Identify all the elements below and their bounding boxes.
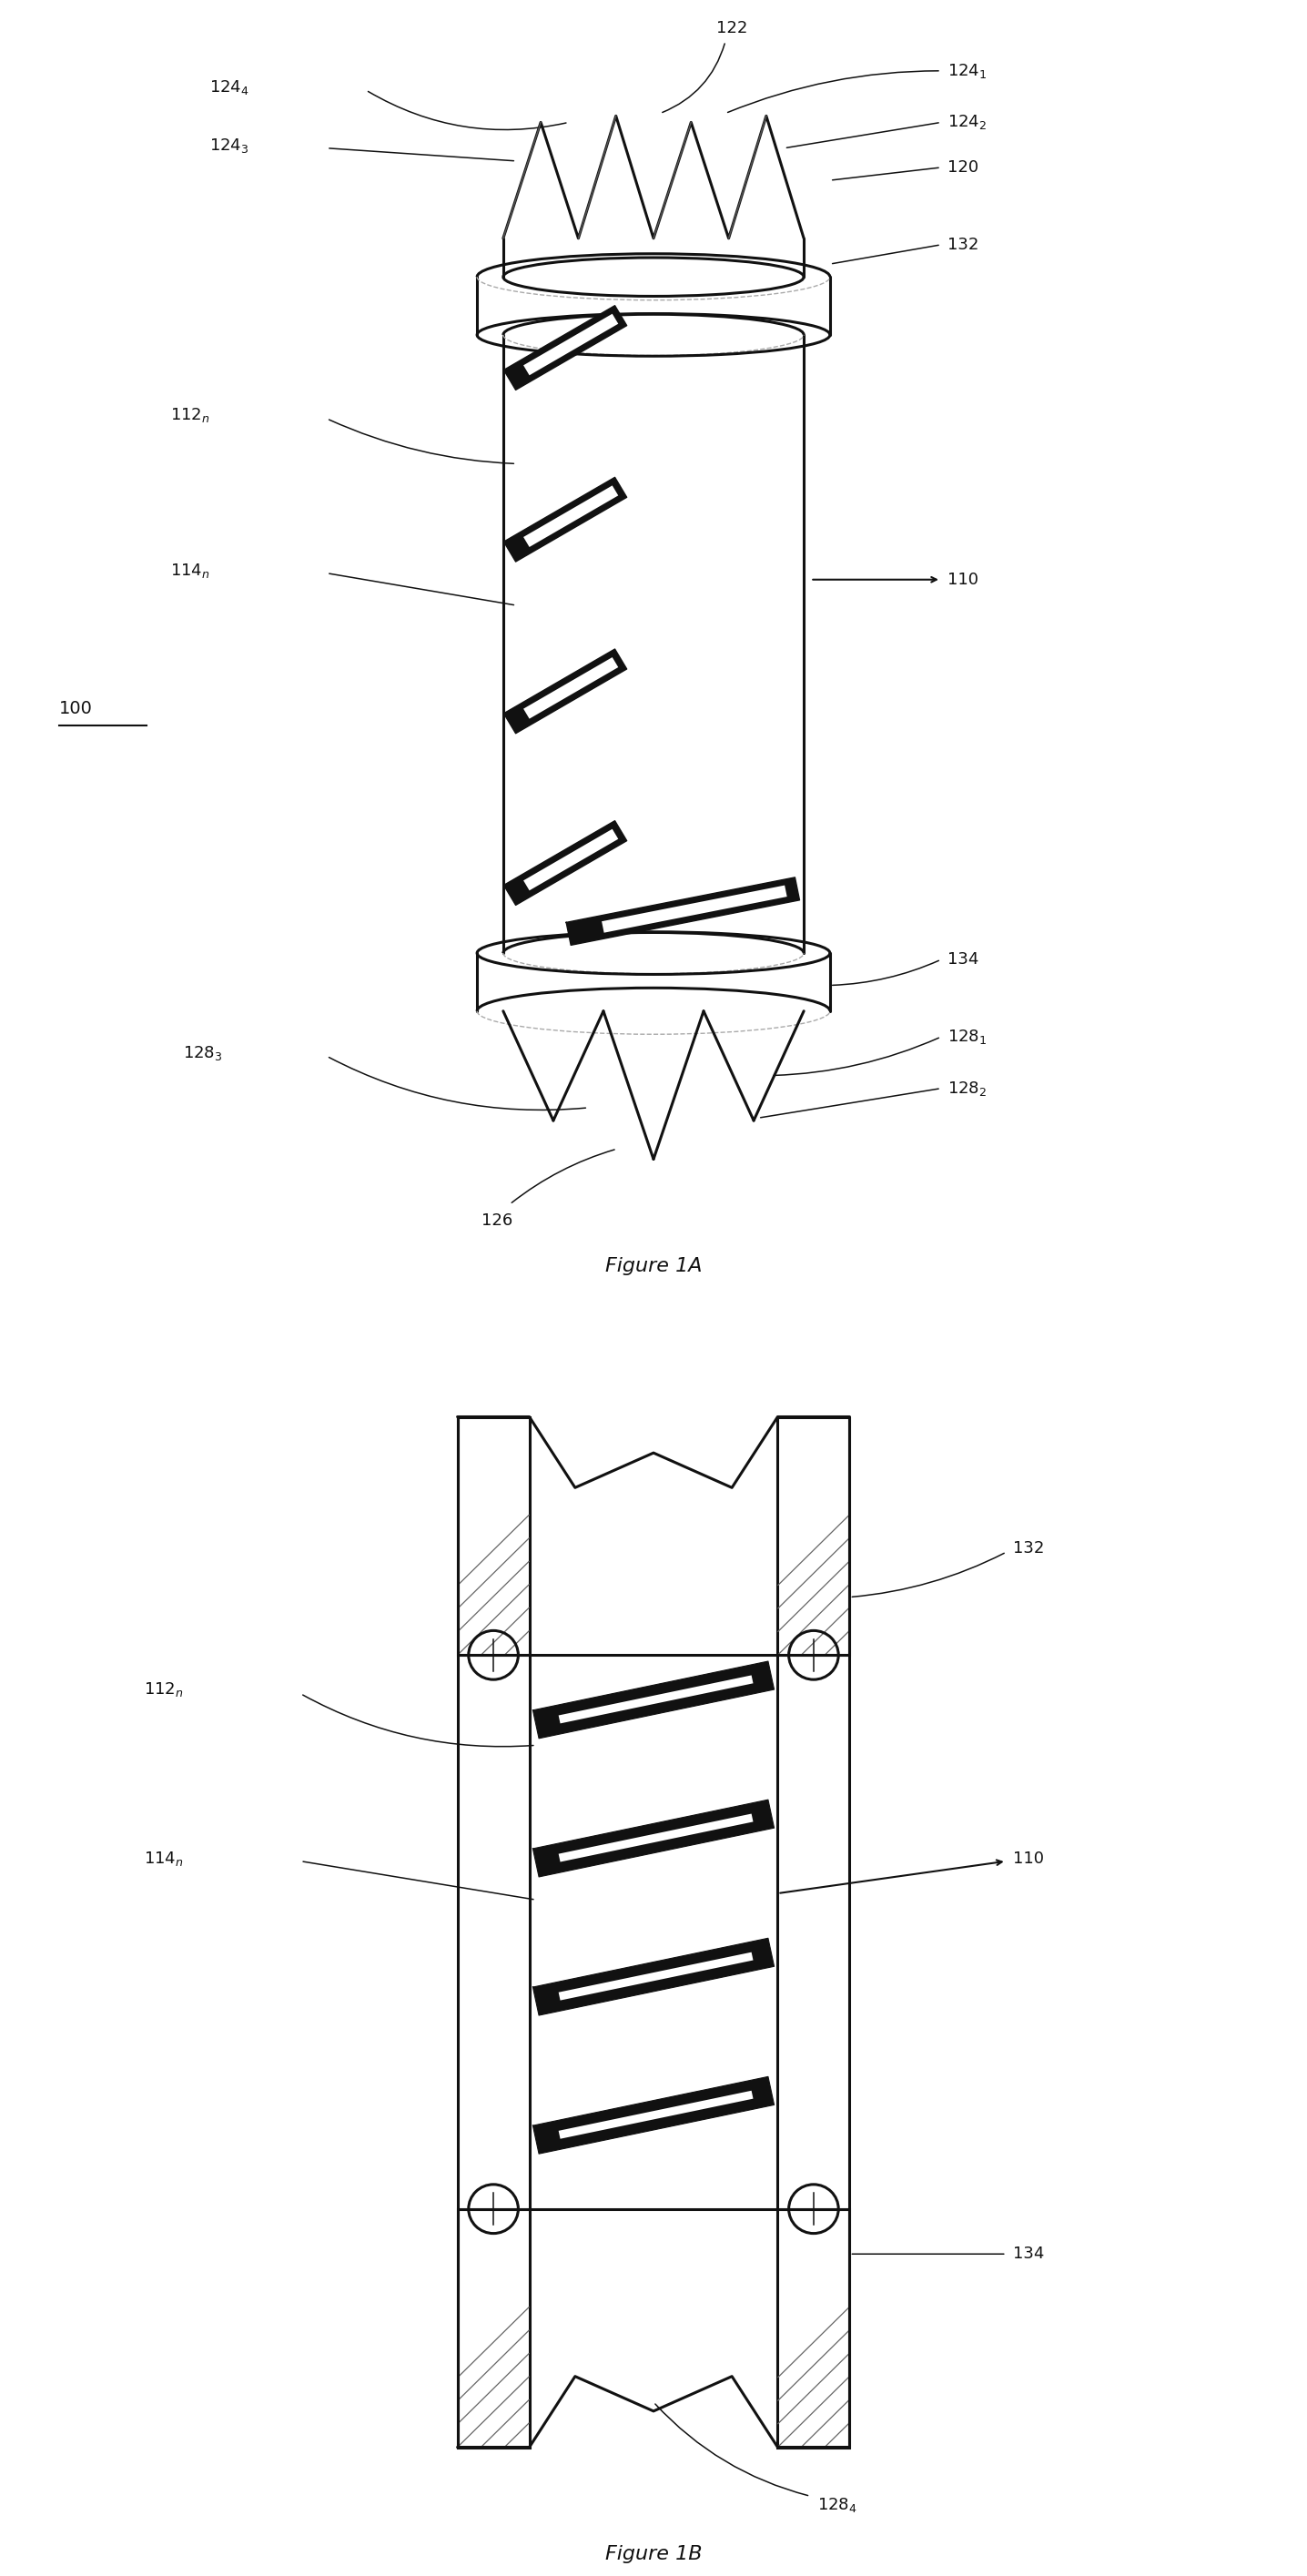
Bar — [778, 1417, 850, 1656]
Text: 122: 122 — [716, 21, 748, 36]
Polygon shape — [601, 886, 787, 933]
Text: 110: 110 — [1013, 1850, 1044, 1868]
Text: 132: 132 — [948, 237, 979, 252]
Text: 124$_3$: 124$_3$ — [209, 137, 248, 155]
Bar — [778, 2208, 850, 2447]
Text: 128$_2$: 128$_2$ — [948, 1079, 987, 1097]
Text: 112$_n$: 112$_n$ — [170, 404, 209, 425]
Text: Figure 1B: Figure 1B — [605, 2545, 702, 2563]
Text: 128$_1$: 128$_1$ — [948, 1028, 987, 1046]
Polygon shape — [533, 1801, 774, 1878]
Polygon shape — [566, 878, 800, 945]
Text: 124$_4$: 124$_4$ — [209, 77, 248, 98]
Text: 128$_4$: 128$_4$ — [817, 2496, 856, 2514]
Polygon shape — [523, 829, 618, 891]
Text: Figure 1A: Figure 1A — [605, 1257, 702, 1275]
Polygon shape — [523, 314, 618, 376]
Polygon shape — [503, 477, 627, 562]
Text: 112$_n$: 112$_n$ — [144, 1680, 183, 1700]
Polygon shape — [533, 1662, 774, 1739]
Text: 120: 120 — [948, 160, 979, 175]
Text: 134: 134 — [948, 951, 979, 969]
Text: 128$_3$: 128$_3$ — [183, 1043, 222, 1064]
Bar — [457, 2208, 529, 2447]
Text: 100: 100 — [59, 701, 93, 716]
Polygon shape — [533, 2076, 774, 2154]
Polygon shape — [533, 1937, 774, 2014]
Bar — [457, 1417, 529, 1656]
Polygon shape — [523, 657, 618, 719]
Text: 126: 126 — [481, 1213, 512, 1229]
Polygon shape — [558, 1953, 753, 2002]
Polygon shape — [503, 649, 627, 734]
Text: 114$_n$: 114$_n$ — [170, 562, 209, 580]
Text: 132: 132 — [1013, 1540, 1044, 1556]
Polygon shape — [558, 2092, 753, 2138]
Polygon shape — [558, 1814, 753, 1862]
Polygon shape — [503, 307, 627, 389]
Text: 124$_2$: 124$_2$ — [948, 113, 987, 131]
Polygon shape — [503, 822, 627, 904]
Polygon shape — [523, 484, 618, 546]
Text: 134: 134 — [1013, 2246, 1044, 2262]
Polygon shape — [558, 1674, 753, 1723]
Text: 114$_n$: 114$_n$ — [144, 1850, 183, 1868]
Text: 110: 110 — [948, 572, 979, 587]
Text: 124$_1$: 124$_1$ — [948, 62, 987, 80]
